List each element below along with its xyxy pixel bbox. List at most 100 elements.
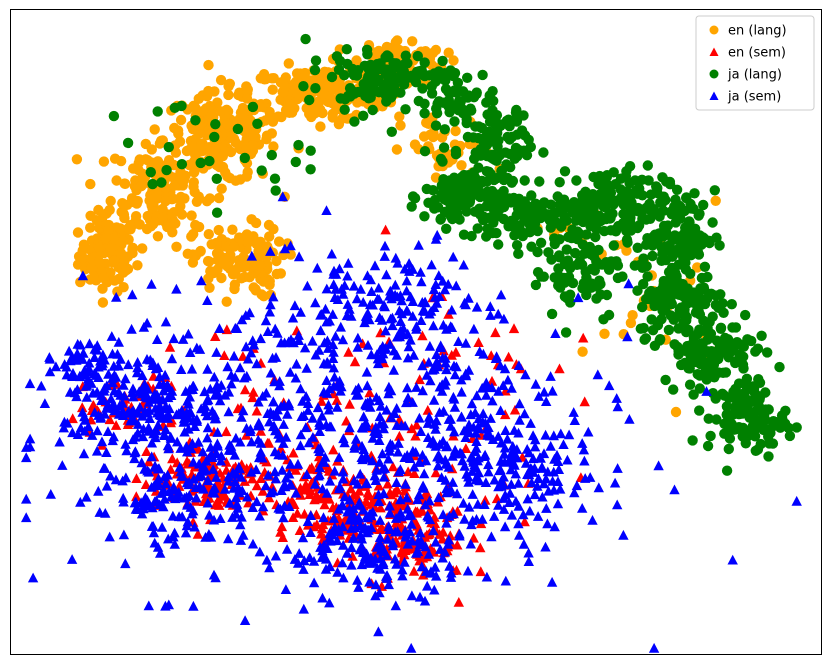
point-ja-sem bbox=[214, 323, 225, 333]
point-ja-lang bbox=[156, 177, 167, 188]
point-ja-lang bbox=[737, 431, 748, 442]
point-ja-lang bbox=[612, 272, 624, 284]
point-ja-sem bbox=[255, 438, 267, 448]
point-ja-lang bbox=[633, 202, 644, 214]
point-ja-sem bbox=[375, 401, 387, 411]
point-en-sem bbox=[375, 502, 386, 513]
point-ja-sem bbox=[547, 385, 558, 396]
point-en-lang bbox=[456, 160, 467, 171]
point-ja-lang bbox=[634, 259, 646, 271]
point-en-sem bbox=[87, 400, 99, 410]
point-ja-sem bbox=[24, 378, 36, 389]
point-ja-sem bbox=[423, 411, 435, 422]
point-ja-sem bbox=[433, 492, 444, 503]
point-ja-sem bbox=[209, 413, 221, 424]
point-ja-lang bbox=[727, 392, 739, 403]
point-ja-sem bbox=[298, 603, 309, 614]
point-ja-sem bbox=[178, 334, 189, 344]
point-ja-sem bbox=[171, 283, 182, 294]
point-en-lang bbox=[227, 267, 239, 278]
point-ja-lang bbox=[449, 116, 460, 127]
point-en-lang bbox=[266, 128, 277, 139]
point-ja-sem bbox=[295, 440, 306, 451]
point-ja-sem bbox=[502, 374, 514, 385]
point-en-sem bbox=[446, 349, 457, 360]
point-ja-sem bbox=[344, 422, 355, 433]
point-ja-sem bbox=[318, 512, 329, 523]
point-ja-lang bbox=[730, 322, 742, 333]
point-ja-sem bbox=[459, 513, 470, 524]
point-en-lang bbox=[105, 195, 116, 207]
point-ja-sem bbox=[196, 403, 207, 414]
point-ja-sem bbox=[474, 346, 485, 356]
point-en-lang bbox=[117, 235, 129, 247]
point-ja-sem bbox=[66, 554, 78, 564]
point-ja-lang bbox=[693, 289, 704, 301]
point-ja-sem bbox=[223, 406, 234, 417]
point-ja-sem bbox=[353, 582, 364, 592]
point-ja-lang bbox=[624, 178, 635, 189]
point-ja-lang bbox=[305, 164, 316, 175]
point-ja-lang bbox=[711, 414, 722, 425]
point-ja-lang bbox=[762, 347, 773, 358]
point-ja-lang bbox=[437, 55, 448, 67]
point-en-sem bbox=[301, 484, 312, 495]
point-ja-lang bbox=[300, 33, 311, 45]
point-ja-sem bbox=[242, 491, 253, 502]
point-ja-sem bbox=[246, 436, 257, 447]
point-ja-sem bbox=[265, 299, 276, 310]
point-ja-lang bbox=[702, 271, 713, 283]
point-ja-sem bbox=[81, 392, 92, 402]
point-en-sem bbox=[110, 420, 122, 430]
point-ja-sem bbox=[428, 525, 439, 536]
point-en-sem bbox=[316, 528, 327, 539]
point-en-lang bbox=[428, 131, 439, 143]
point-ja-sem bbox=[273, 449, 284, 460]
point-ja-lang bbox=[696, 357, 707, 368]
point-en-lang bbox=[275, 268, 286, 279]
point-ja-sem bbox=[498, 313, 510, 324]
point-ja-lang bbox=[368, 79, 380, 90]
point-ja-sem bbox=[236, 412, 247, 422]
point-ja-sem bbox=[546, 576, 558, 587]
point-ja-sem bbox=[267, 352, 278, 363]
point-ja-sem bbox=[281, 472, 292, 483]
point-ja-lang bbox=[407, 191, 419, 202]
point-en-sem bbox=[503, 351, 514, 362]
point-ja-sem bbox=[419, 595, 431, 606]
point-ja-sem bbox=[78, 448, 90, 459]
point-ja-sem bbox=[59, 416, 70, 427]
point-en-lang bbox=[77, 252, 89, 264]
point-en-lang bbox=[132, 260, 143, 271]
point-en-sem bbox=[429, 518, 441, 529]
point-ja-lang bbox=[252, 118, 263, 129]
point-ja-lang bbox=[472, 223, 483, 234]
point-ja-sem bbox=[212, 427, 223, 437]
point-ja-lang bbox=[145, 167, 156, 178]
point-en-lang bbox=[141, 223, 153, 235]
point-ja-sem bbox=[114, 400, 125, 411]
point-ja-lang bbox=[559, 166, 571, 177]
point-ja-sem bbox=[239, 372, 250, 383]
point-en-lang bbox=[109, 153, 121, 164]
point-ja-sem bbox=[401, 492, 412, 503]
point-ja-sem bbox=[431, 349, 442, 360]
point-ja-sem bbox=[471, 436, 482, 446]
point-ja-sem bbox=[315, 442, 326, 453]
point-en-lang bbox=[111, 175, 122, 186]
point-ja-lang bbox=[726, 299, 737, 310]
point-ja-lang bbox=[571, 175, 582, 186]
point-ja-sem bbox=[291, 358, 302, 369]
point-ja-lang bbox=[576, 196, 587, 207]
point-en-lang bbox=[93, 256, 105, 267]
point-en-sem bbox=[373, 480, 385, 491]
point-ja-lang bbox=[642, 271, 653, 282]
point-ja-lang bbox=[605, 225, 617, 236]
point-ja-sem bbox=[223, 533, 234, 544]
point-ja-sem bbox=[329, 371, 340, 382]
point-ja-sem bbox=[141, 317, 153, 328]
point-en-lang bbox=[250, 217, 262, 229]
point-en-lang bbox=[222, 171, 233, 182]
point-ja-lang bbox=[560, 327, 572, 338]
point-en-sem bbox=[417, 330, 428, 341]
